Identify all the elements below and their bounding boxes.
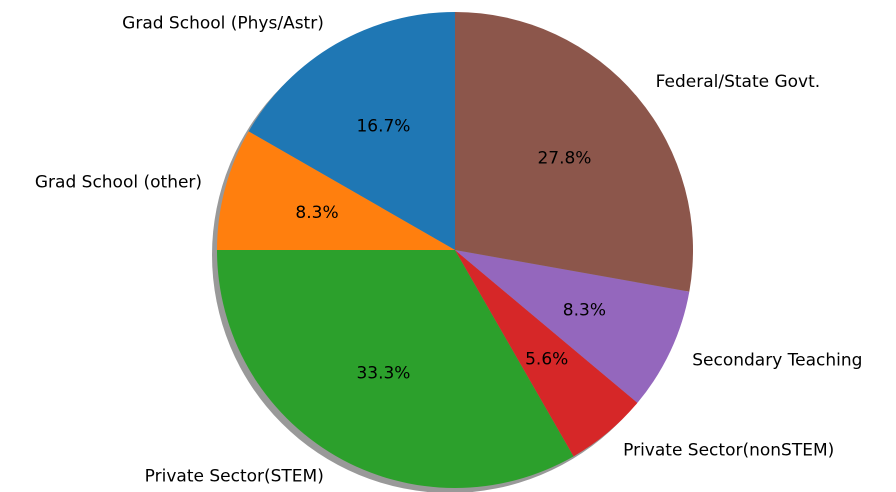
pie-slice [455, 12, 693, 292]
pie-slice [455, 250, 690, 403]
value-label: 5.6% [525, 349, 568, 369]
pie-slice [248, 12, 455, 250]
value-label: 16.7% [356, 116, 410, 136]
slice-label: Private Sector(STEM) [145, 467, 324, 487]
value-label: 8.3% [563, 300, 606, 320]
slice-label: Secondary Teaching [692, 351, 862, 371]
slice-label: Federal/State Govt. [656, 72, 821, 92]
pie-slice [455, 250, 638, 457]
slice-label: Grad School (Phys/Astr) [122, 13, 324, 33]
slice-label: Grad School (other) [35, 173, 202, 193]
value-label: 33.3% [356, 364, 410, 384]
pie-slice [217, 250, 574, 488]
value-label: 8.3% [295, 203, 338, 223]
pie-slice [217, 131, 455, 250]
value-label: 27.8% [537, 148, 591, 168]
slice-label: Private Sector(nonSTEM) [623, 441, 834, 461]
